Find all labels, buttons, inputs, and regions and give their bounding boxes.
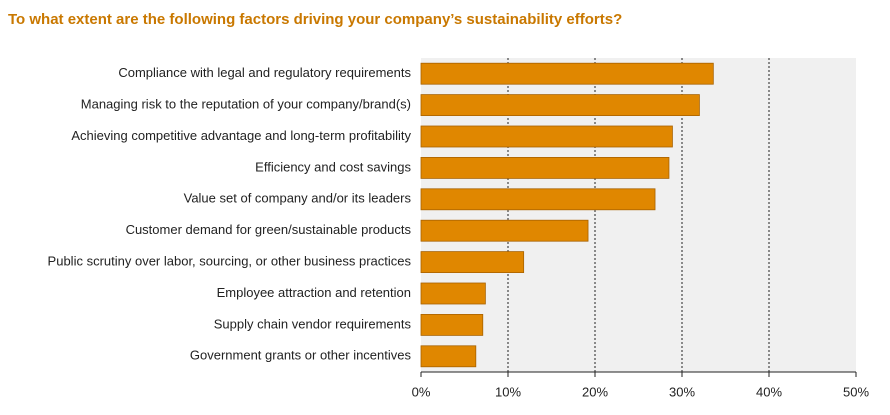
x-tick-label: 50%	[843, 384, 869, 399]
bar	[420, 156, 670, 179]
y-tick-label: Government grants or other incentives	[190, 348, 412, 363]
bar	[420, 219, 589, 242]
y-tick-label: Public scrutiny over labor, sourcing, or…	[48, 254, 412, 269]
bar	[420, 125, 673, 148]
chart-title: To what extent are the following factors…	[8, 11, 622, 28]
y-tick-label: Supply chain vendor requirements	[214, 316, 412, 331]
y-tick-label: Customer demand for green/sustainable pr…	[126, 222, 412, 237]
y-tick-label: Compliance with legal and regulatory req…	[118, 65, 411, 80]
bar	[420, 251, 525, 274]
bar	[420, 188, 656, 211]
y-tick-label: Employee attraction and retention	[217, 285, 411, 300]
x-tick-label: 20%	[582, 384, 608, 399]
y-tick-label: Value set of company and/or its leaders	[184, 191, 412, 206]
x-tick-label: 10%	[495, 384, 521, 399]
bar	[420, 313, 484, 336]
y-tick-label: Achieving competitive advantage and long…	[71, 128, 411, 143]
bar	[420, 282, 486, 305]
x-tick-label: 40%	[756, 384, 782, 399]
bar	[420, 345, 477, 368]
y-tick-label: Managing risk to the reputation of your …	[81, 97, 411, 112]
bar	[420, 62, 714, 85]
bar	[420, 94, 700, 116]
y-tick-label: Efficiency and cost savings	[255, 159, 411, 174]
x-tick-label: 30%	[669, 384, 695, 399]
x-tick-label: 0%	[412, 384, 431, 399]
